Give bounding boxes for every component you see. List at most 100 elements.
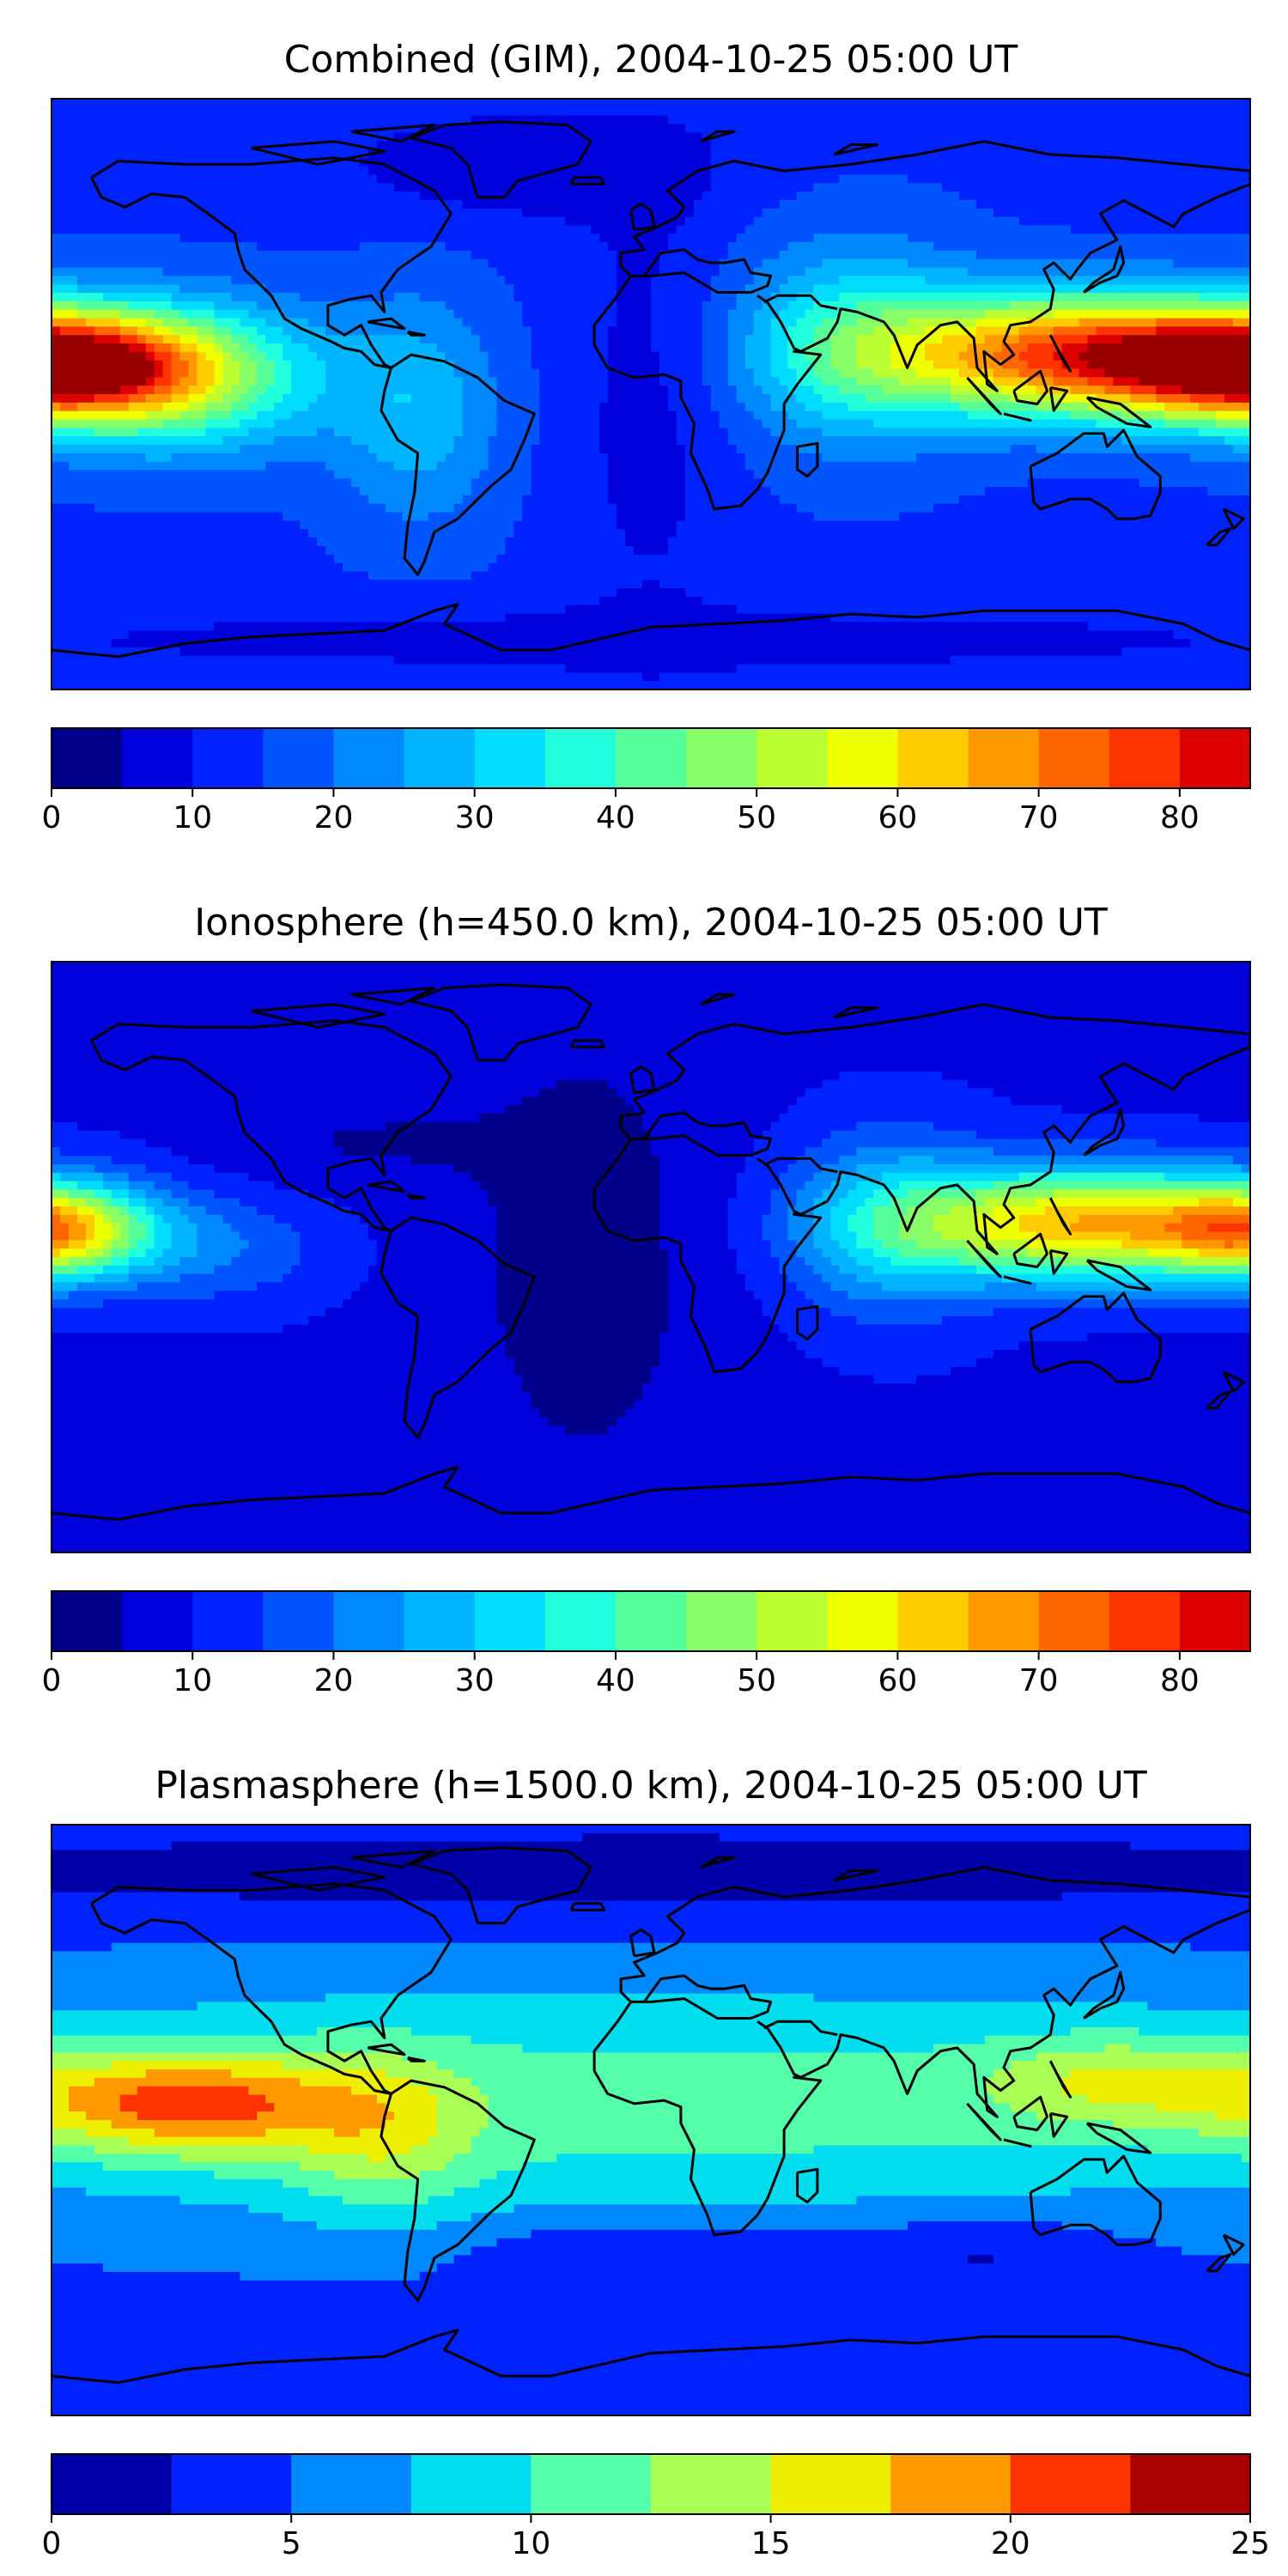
field-cell: [531, 1400, 635, 1410]
field-cell: [496, 1282, 669, 1291]
field-cell: [873, 1375, 917, 1385]
field-cell: [813, 1240, 840, 1249]
field-cell: [351, 1291, 498, 1300]
field-cell: [488, 1189, 660, 1199]
field-cell: [899, 377, 951, 386]
field-cell: [308, 1315, 498, 1326]
field-cell: [453, 2255, 969, 2264]
field-cell: [505, 1105, 635, 1115]
field-cell: [736, 394, 772, 404]
field-cell: [265, 335, 292, 344]
field-cell: [608, 1079, 823, 1090]
field-cell: [608, 495, 686, 505]
field-cell: [710, 157, 1250, 167]
field-cell: [52, 478, 352, 488]
field-cell: [52, 2255, 455, 2264]
field-cell: [608, 242, 669, 252]
field-cell: [505, 1350, 660, 1359]
field-cell: [257, 360, 275, 370]
field-cell: [565, 605, 738, 615]
colorbar-segment: [404, 728, 476, 788]
field-cell: [52, 470, 335, 479]
field-cell: [993, 1147, 1250, 1157]
field-cell: [531, 326, 609, 336]
colorbar-segment: [897, 1591, 969, 1651]
field-cell: [736, 1181, 781, 1190]
field-cell: [222, 394, 240, 404]
field-cell: [1173, 258, 1250, 269]
field-cell: [94, 394, 130, 404]
field-cell: [453, 2069, 994, 2079]
field-cell: [727, 1206, 772, 1216]
field-cell: [1216, 410, 1250, 421]
field-cell: [317, 2221, 438, 2231]
field-cell: [52, 157, 361, 167]
coastline: [569, 1039, 606, 1048]
field-cell: [787, 1223, 815, 1233]
field-cell: [556, 2154, 1242, 2163]
field-cell: [848, 402, 960, 412]
field-cell: [214, 2170, 335, 2180]
field-cell: [659, 368, 703, 378]
field-cell: [197, 368, 216, 378]
field-cell: [462, 377, 498, 386]
field-cell: [1156, 386, 1182, 395]
field-cell: [830, 1307, 994, 1317]
field-cell: [634, 545, 669, 556]
field-cell: [993, 208, 1250, 218]
field-cell: [667, 1299, 763, 1309]
field-cell: [462, 419, 498, 428]
field-cell: [539, 428, 600, 437]
coastline: [1083, 1108, 1126, 1157]
field-cell: [52, 1942, 112, 1953]
field-cell: [188, 1181, 275, 1190]
field-cell: [171, 326, 198, 336]
field-cell: [925, 1198, 986, 1207]
field-cell: [162, 402, 190, 412]
field-cell: [830, 613, 1250, 623]
colorbar-segment: [968, 1591, 1040, 1651]
coastline: [380, 353, 536, 576]
field-cell: [1096, 394, 1131, 404]
field-cell: [1224, 436, 1250, 446]
colorbar-tick-label: 40: [596, 800, 635, 835]
field-cell: [933, 1223, 977, 1233]
colorbar-tick-label: 30: [455, 1663, 495, 1698]
field-cell: [659, 258, 720, 269]
field-cell: [1070, 1223, 1165, 1233]
field-cell: [368, 1273, 498, 1284]
field-cell: [951, 1366, 1250, 1376]
field-cell: [52, 520, 301, 530]
field-cell: [1182, 1257, 1250, 1267]
field-cell: [291, 360, 326, 370]
field-cell: [762, 1130, 831, 1139]
field-cell: [1078, 318, 1157, 327]
field-cell: [393, 293, 421, 302]
colorbar-tick-label: 0: [42, 1663, 62, 1698]
field-cell: [52, 987, 1250, 996]
field-cell: [839, 276, 926, 285]
coastline: [1083, 245, 1126, 294]
field-cell: [856, 1257, 891, 1267]
field-cell: [154, 360, 164, 370]
colorbar-frame: [51, 727, 1251, 789]
field-cell: [154, 1223, 173, 1233]
field-cell: [52, 132, 395, 142]
field-cell: [958, 402, 1037, 412]
field-cell: [68, 2086, 138, 2096]
field-cell: [59, 1214, 78, 1224]
field-cell: [94, 1257, 112, 1267]
coastline: [833, 1869, 879, 1882]
field-cell: [68, 1231, 87, 1241]
field-cell: [1061, 1105, 1250, 1115]
coastline: [380, 2079, 536, 2302]
field-cell: [145, 1139, 335, 1148]
field-cell: [52, 394, 95, 404]
field-cell: [753, 368, 772, 378]
field-cell: [667, 1282, 746, 1291]
field-cell: [52, 284, 78, 294]
colorbar-segment: [686, 728, 757, 788]
field-cell: [1121, 428, 1200, 437]
field-cell: [205, 428, 249, 437]
map-field: [52, 99, 1250, 690]
